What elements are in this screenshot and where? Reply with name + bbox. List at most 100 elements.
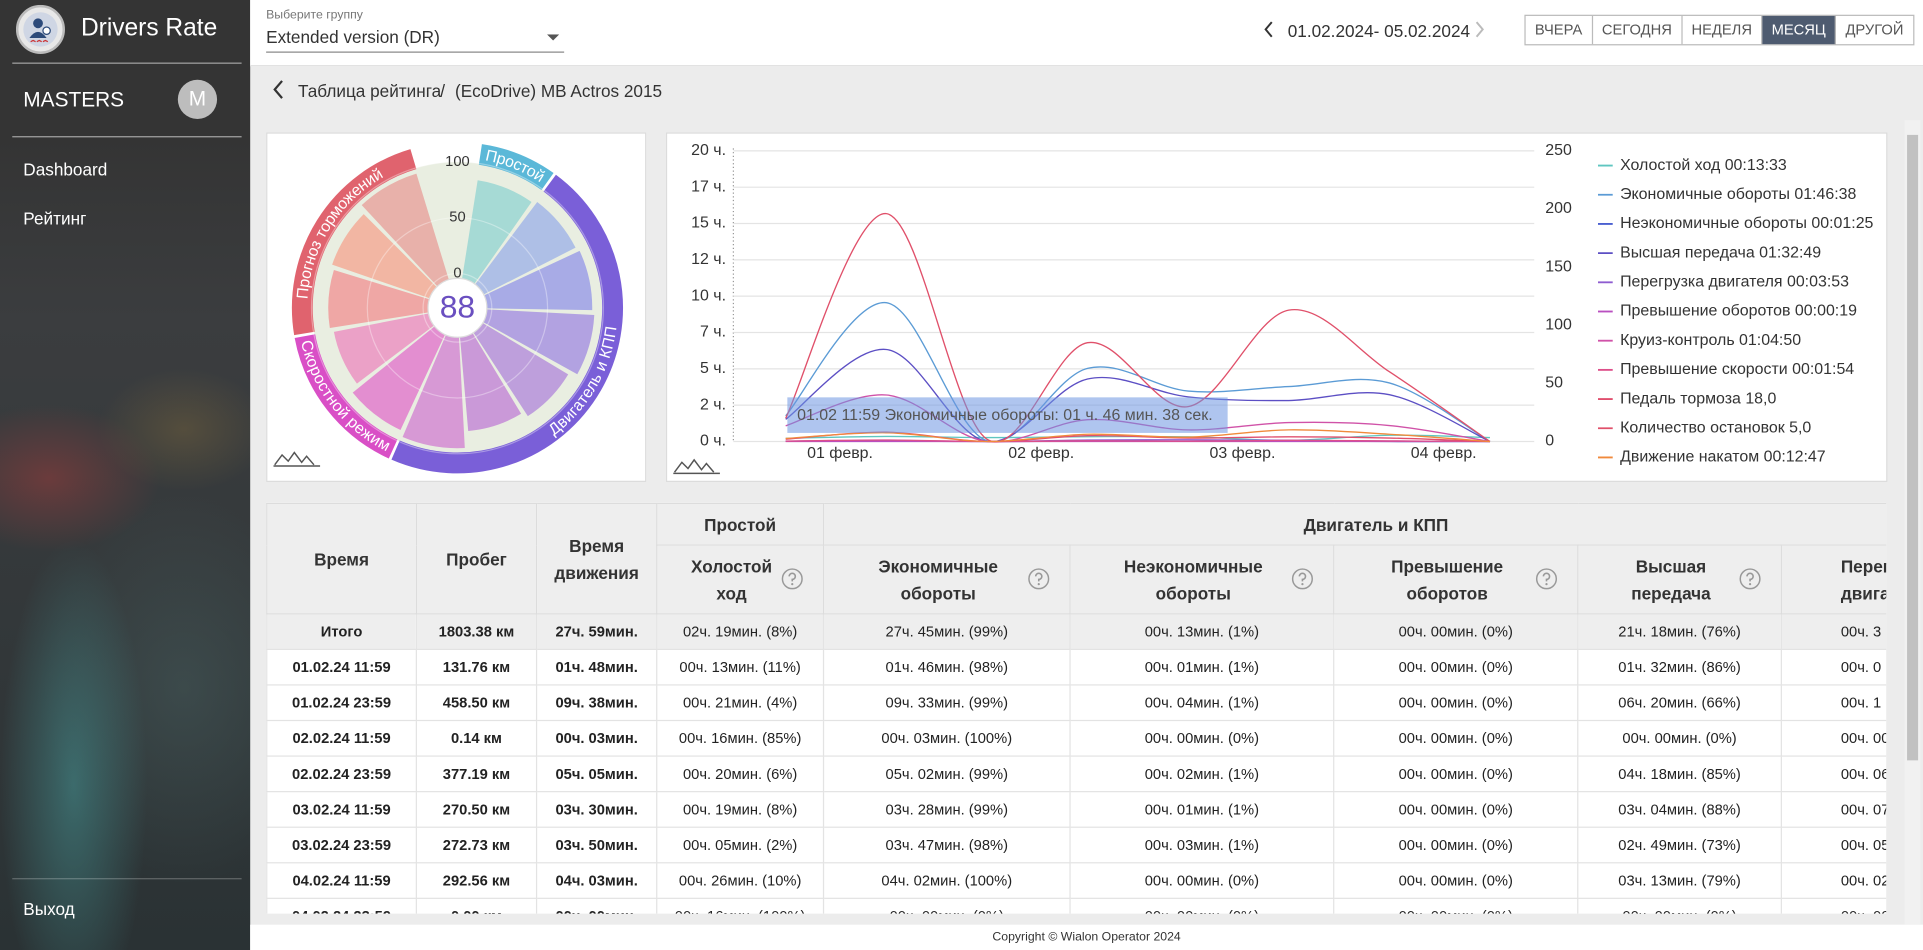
column-header: Превышение оборотов — [1333, 544, 1579, 615]
header-row: Время Пробег Время движения Простой Двигател… — [266, 502, 1887, 615]
help-icon[interactable] — [1028, 568, 1050, 590]
legend-label[interactable]: Перегрузка двигателя 00:03:53 — [1620, 274, 1849, 291]
table-cell: 27ч. 45мин. (99%) — [822, 613, 1071, 650]
table-cell: 00ч. 01мин. (1%) — [1069, 791, 1335, 828]
table-cell: 00ч. 16мин. (85%) — [656, 719, 825, 757]
group-select[interactable]: Extended version (DR) — [266, 27, 565, 53]
legend-label[interactable]: Движение накатом 00:12:47 — [1620, 449, 1826, 466]
legend-label[interactable]: Превышение скорости 00:01:54 — [1620, 361, 1854, 378]
table-row[interactable]: 01.02.24 11:59 131.76 км 01ч. 48мин. 00ч. 1… — [266, 648, 1887, 686]
y2-tick-label: 0 — [1545, 433, 1554, 450]
legend-label[interactable]: Круиз-контроль 01:04:50 — [1620, 332, 1801, 349]
next-period[interactable] — [1473, 21, 1485, 38]
rating-panel: Простой Двигатель и КПП Скоростной режим Пр… — [266, 132, 647, 482]
period-button[interactable]: НЕДЕЛЯ — [1682, 15, 1763, 45]
wedge — [332, 214, 458, 308]
divider — [12, 136, 242, 138]
legend-label[interactable]: Педаль тормоза 18,0 — [1620, 390, 1776, 407]
legend-label[interactable]: Экономичные обороты 01:46:38 — [1620, 186, 1856, 203]
table-cell: 1803.38 км — [415, 613, 538, 650]
column-header: Перегр двигат — [1780, 544, 1887, 615]
legend-label[interactable]: Превышение оборотов 00:00:19 — [1620, 303, 1857, 320]
breadcrumb: Таблица рейтинга / (EcoDrive) MB Actros … — [250, 66, 1923, 113]
sidebar: Drivers Rate MASTERS M Dashboard Рейтинг … — [0, 0, 251, 950]
x-tick-label: 01 февр. — [807, 445, 873, 462]
logout[interactable]: Выход — [23, 898, 75, 919]
period-button[interactable]: ДРУГОЙ — [1845, 20, 1904, 39]
table-cell: 03ч. 04мин. (88%) — [1577, 791, 1782, 828]
period-button[interactable]: МЕСЯЦ — [1762, 15, 1837, 45]
wedge — [457, 250, 593, 311]
table-row[interactable]: 01.02.24 23:59 458.50 км 09ч. 38мин. 00ч. 2… — [266, 684, 1887, 722]
menu-item[interactable]: Dashboard — [23, 159, 108, 180]
table-row[interactable]: 04.02.24 11:59 292.56 км 04ч. 03мин. 00ч. 2… — [266, 862, 1887, 899]
column-header: Неэкономичные обороты — [1069, 544, 1335, 615]
user-name: MASTERS — [23, 88, 125, 112]
chart-type-icon[interactable] — [673, 458, 720, 475]
scrollbar[interactable] — [1904, 120, 1921, 925]
legend-label[interactable]: Холостой ход 00:13:33 — [1620, 157, 1787, 174]
table-head: Время Пробег Время движения Простой Двигател… — [266, 502, 1887, 615]
table-cell: 00ч. 03мин. (1%) — [1069, 826, 1335, 864]
period-button[interactable]: ВЧЕРА — [1526, 15, 1593, 45]
y2-tick-label: 200 — [1545, 200, 1572, 217]
back-arrow[interactable] — [271, 80, 286, 100]
r-tick-label: 50 — [449, 210, 465, 226]
help-dot — [791, 583, 794, 586]
y2-tick-label: 100 — [1545, 316, 1572, 333]
help-icon[interactable] — [781, 568, 803, 590]
x-tick-label: 03 февр. — [1210, 445, 1276, 462]
table-cell: 27ч. 59мин. — [535, 613, 658, 650]
wedge — [457, 180, 532, 308]
y-tick-label: 5 ч. — [700, 360, 726, 377]
y-tick-label: 2 ч. — [700, 396, 726, 413]
scrollbar-thumb[interactable] — [1907, 134, 1919, 761]
breadcrumb-parent[interactable]: Таблица рейтинга — [298, 80, 442, 101]
x-tick-label: 02 февр. — [1008, 445, 1074, 462]
wedge — [457, 307, 595, 375]
wedge — [328, 270, 458, 329]
table-cell: 03ч. 50мин. — [535, 826, 658, 864]
legend-label[interactable]: Высшая передача 01:32:49 — [1620, 244, 1821, 261]
table-cell: 00ч. 05 — [1780, 826, 1887, 864]
table-cell: 00ч. 00мин. — [535, 897, 658, 914]
table-cell: 272.73 км — [415, 826, 538, 864]
table-cell: 458.50 км — [415, 684, 538, 722]
help-icon[interactable] — [1291, 568, 1313, 590]
help-icon[interactable] — [1739, 568, 1761, 590]
y-tick-label: 17 ч. — [691, 178, 726, 195]
table-row[interactable]: 02.02.24 11:59 0.14 км 00ч. 03мин. 00ч. 16м… — [266, 719, 1887, 757]
table-cell: 0.00 км — [415, 897, 538, 914]
y-tick-label: 20 ч. — [691, 142, 726, 159]
table-cell: 00ч. 00 — [1780, 897, 1887, 914]
menu-item[interactable]: Рейтинг — [23, 208, 87, 229]
column-header: Экономичные обороты — [822, 544, 1071, 615]
table-row[interactable]: 03.02.24 11:59 270.50 км 03ч. 30мин. 00ч. 1… — [266, 791, 1887, 828]
table-cell: 00ч. 21мин. (4%) — [656, 684, 825, 722]
sector-ring — [291, 149, 417, 336]
table-cell: 03ч. 13мин. (79%) — [1577, 862, 1782, 899]
table-cell: 01.02.24 23:59 — [266, 684, 417, 722]
table-row[interactable]: Итого 1803.38 км 27ч. 59мин. 02ч. 19мин. (8… — [266, 613, 1887, 650]
legend-label[interactable]: Неэкономичные обороты 00:01:25 — [1620, 215, 1873, 232]
score-hole — [427, 277, 488, 338]
radial-grid — [310, 161, 605, 455]
table-row[interactable]: 02.02.24 23:59 377.19 км 05ч. 05мин. 00ч. 2… — [266, 755, 1887, 793]
prev-period[interactable] — [1263, 21, 1275, 38]
column-header: Холостой ход — [656, 544, 825, 615]
table-cell: 00ч. 00мин. (0%) — [1333, 684, 1579, 722]
chart-type-icon[interactable] — [273, 451, 321, 467]
help-mark — [1034, 572, 1043, 582]
legend-label[interactable]: Количество остановок 5,0 — [1620, 419, 1811, 436]
help-icon[interactable] — [1535, 568, 1558, 590]
r-tick-label: 100 — [445, 154, 470, 170]
table-cell: 00ч. 00мин. (0%) — [1333, 897, 1579, 914]
avatar[interactable]: M — [177, 79, 218, 119]
y-tick-label: 7 ч. — [700, 324, 726, 341]
table-row[interactable]: 03.02.24 23:59 272.73 км 03ч. 50мин. 00ч. 0… — [266, 826, 1887, 864]
period-button[interactable]: СЕГОДНЯ — [1593, 15, 1683, 45]
sector-ring — [478, 144, 554, 191]
series-line — [785, 348, 1491, 443]
help-circle — [781, 568, 803, 590]
